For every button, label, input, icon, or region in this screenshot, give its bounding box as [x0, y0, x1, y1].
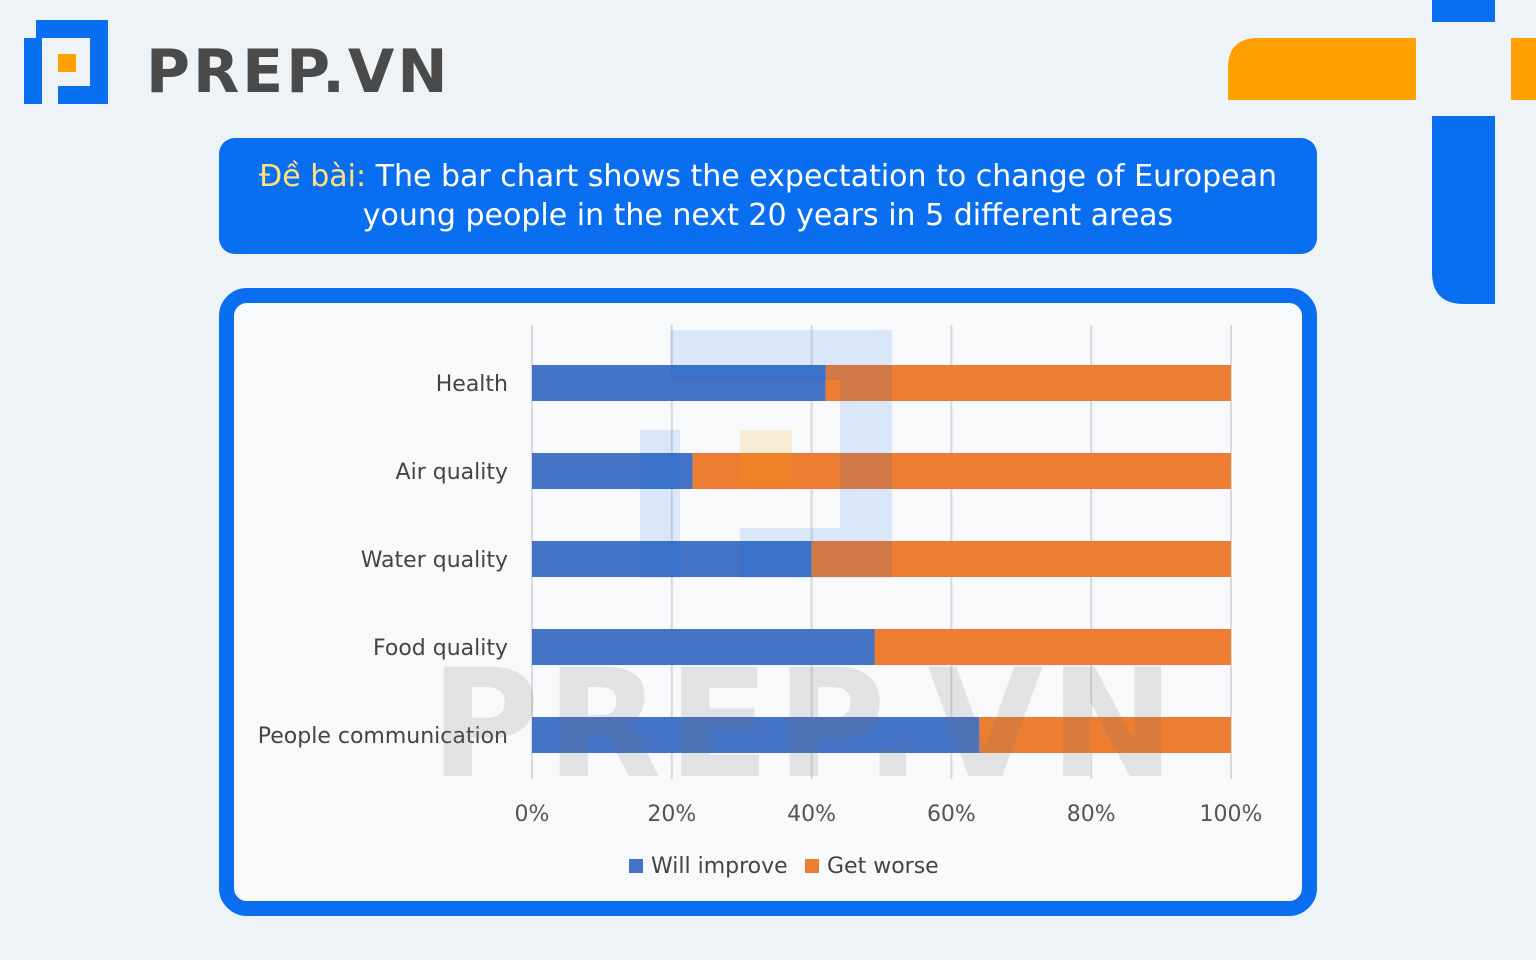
prompt-label: Đề bài: — [258, 159, 367, 194]
bar-chart: 0% 20% 40% 60% 80% 100% Health Air quality Water… — [258, 325, 1263, 879]
prompt-text: Đề bài: The bar chart shows the expectat… — [249, 157, 1287, 235]
x-tick-label: 0% — [515, 802, 550, 827]
x-tick-label: 60% — [927, 802, 976, 827]
x-tick-label: 40% — [787, 802, 836, 827]
bar-get-worse — [825, 365, 1231, 401]
category-label: Water quality — [361, 548, 508, 573]
bar-will-improve — [532, 629, 875, 665]
legend-swatch — [629, 859, 643, 873]
x-tick-label: 80% — [1067, 802, 1116, 827]
bar-get-worse — [874, 629, 1231, 665]
category-label: Air quality — [396, 460, 508, 485]
bar-will-improve — [532, 453, 693, 489]
category-label: Food quality — [373, 636, 508, 661]
prep-logo-icon — [24, 20, 108, 104]
bar-get-worse — [979, 717, 1231, 753]
x-tick-label: 20% — [647, 802, 696, 827]
brand-logo: PREP.VN — [24, 20, 448, 106]
deco-blue-bottom — [1432, 116, 1495, 304]
decorative-shapes — [1228, 0, 1536, 304]
legend-swatch — [805, 859, 819, 873]
deco-orange-left — [1228, 38, 1416, 100]
category-label: People communication — [258, 724, 508, 749]
bar-get-worse — [811, 541, 1231, 577]
deco-blue-top — [1432, 0, 1495, 22]
legend-label: Get worse — [827, 854, 939, 879]
deco-orange-right — [1511, 38, 1536, 100]
x-tick-label: 100% — [1200, 802, 1263, 827]
prompt-box: Đề bài: The bar chart shows the expectat… — [219, 138, 1317, 254]
bar-will-improve — [532, 717, 980, 753]
prompt-body: The bar chart shows the expectation to c… — [362, 159, 1278, 233]
bar-will-improve — [532, 541, 812, 577]
bar-get-worse — [692, 453, 1231, 489]
legend-label: Will improve — [651, 854, 788, 879]
category-label: Health — [436, 372, 508, 397]
brand-name: PREP.VN — [146, 37, 451, 107]
bar-will-improve — [532, 365, 826, 401]
chart-frame: 0% 20% 40% 60% 80% 100% Health Air quality Water… — [219, 288, 1317, 916]
